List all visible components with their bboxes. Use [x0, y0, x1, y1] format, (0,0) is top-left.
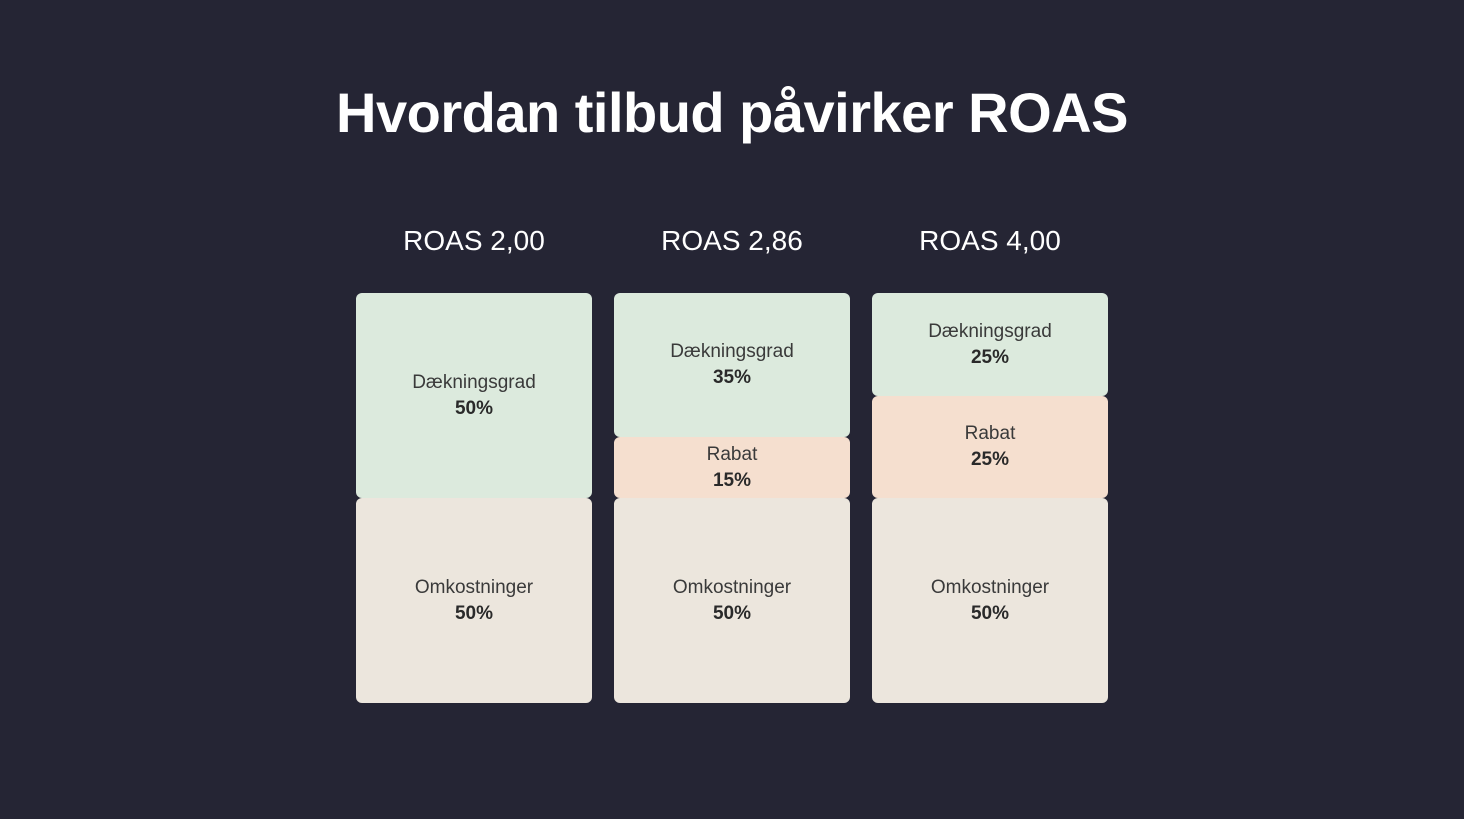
chart-container: ROAS 2,00 Dækningsgrad 50% Omkostninger … — [356, 225, 1108, 703]
chart-column-1: ROAS 2,86 Dækningsgrad 35% Rabat 15% Omk… — [614, 225, 850, 703]
chart-column-0: ROAS 2,00 Dækningsgrad 50% Omkostninger … — [356, 225, 592, 703]
segment-costs: Omkostninger 50% — [356, 498, 592, 703]
segment-label: Omkostninger — [415, 576, 533, 601]
segment-value: 15% — [713, 470, 751, 492]
segment-value: 50% — [455, 398, 493, 420]
segment-coverage: Dækningsgrad 35% — [614, 293, 850, 437]
segment-value: 50% — [971, 603, 1009, 625]
segment-coverage: Dækningsgrad 50% — [356, 293, 592, 498]
column-header: ROAS 2,86 — [661, 225, 803, 257]
segment-costs: Omkostninger 50% — [872, 498, 1108, 703]
chart-column-2: ROAS 4,00 Dækningsgrad 25% Rabat 25% Omk… — [872, 225, 1108, 703]
segment-discount: Rabat 25% — [872, 396, 1108, 499]
segment-value: 50% — [713, 603, 751, 625]
bar-stack: Dækningsgrad 25% Rabat 25% Omkostninger … — [872, 293, 1108, 703]
segment-label: Omkostninger — [931, 576, 1049, 601]
column-header: ROAS 4,00 — [919, 225, 1061, 257]
chart-title: Hvordan tilbud påvirker ROAS — [336, 80, 1128, 145]
segment-coverage: Dækningsgrad 25% — [872, 293, 1108, 396]
segment-label: Dækningsgrad — [412, 371, 536, 396]
segment-label: Dækningsgrad — [928, 320, 1052, 345]
segment-label: Omkostninger — [673, 576, 791, 601]
bar-stack: Dækningsgrad 35% Rabat 15% Omkostninger … — [614, 293, 850, 703]
segment-label: Dækningsgrad — [670, 340, 794, 365]
segment-value: 25% — [971, 347, 1009, 369]
segment-value: 25% — [971, 449, 1009, 471]
segment-value: 35% — [713, 367, 751, 389]
segment-label: Rabat — [965, 422, 1016, 447]
segment-label: Rabat — [707, 443, 758, 468]
segment-value: 50% — [455, 603, 493, 625]
segment-discount: Rabat 15% — [614, 437, 850, 499]
column-header: ROAS 2,00 — [403, 225, 545, 257]
bar-stack: Dækningsgrad 50% Omkostninger 50% — [356, 293, 592, 703]
segment-costs: Omkostninger 50% — [614, 498, 850, 703]
